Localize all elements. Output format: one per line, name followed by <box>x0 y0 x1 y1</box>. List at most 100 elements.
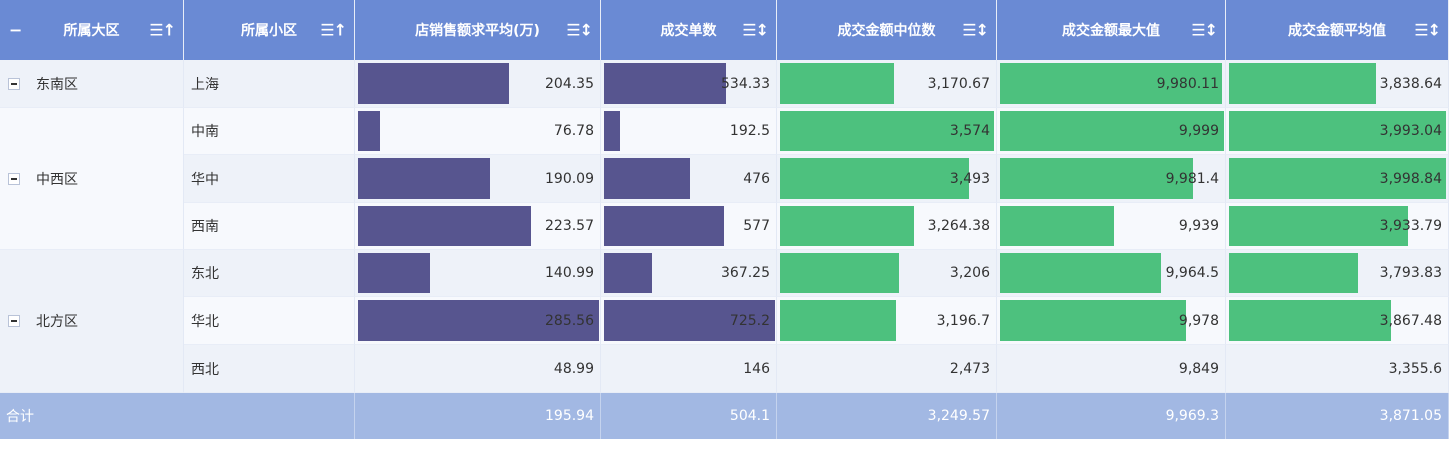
orders-value: 577 <box>743 218 770 234</box>
avg-amount-cell: 3,998.84 <box>1226 155 1449 203</box>
subregion-cell: 华北 <box>184 297 355 345</box>
avg-amount-value: 3,933.79 <box>1379 218 1442 234</box>
subregion-label: 华中 <box>191 171 219 188</box>
max-amount-value: 9,964.5 <box>1165 265 1219 281</box>
avg-sales-cell: 204.35 <box>355 60 601 108</box>
max-amount-cell: 9,964.5 <box>997 250 1226 297</box>
header-median-amount-label: 成交金额中位数 <box>837 23 936 39</box>
subregion-label: 东北 <box>191 266 219 282</box>
header-max-amount-label: 成交金额最大值 <box>1062 23 1160 39</box>
avg-sales-cell: 285.56 <box>355 297 601 345</box>
median-amount-value: 3,264.38 <box>927 218 990 234</box>
subregion-label: 西南 <box>191 219 219 235</box>
header-orders-label: 成交单数 <box>660 23 717 39</box>
max-amount-value: 9,980.11 <box>1156 75 1219 92</box>
collapse-icon[interactable] <box>8 77 20 90</box>
header-avg-amount[interactable]: 成交金额平均值 ☰↕ <box>1226 0 1449 60</box>
subregion-cell: 中南 <box>184 108 355 155</box>
orders-cell: 725.2 <box>601 297 777 345</box>
median-amount-cell: 3,493 <box>777 155 997 203</box>
data-bar <box>604 158 690 199</box>
region-cell-north[interactable]: 北方区 <box>0 250 184 393</box>
max-amount-cell: 9,999 <box>997 108 1226 155</box>
sort-icon[interactable]: ☰↕ <box>962 20 989 40</box>
data-bar <box>780 206 914 246</box>
subregion-label: 华北 <box>191 313 219 330</box>
sort-icon[interactable]: ☰↑ <box>320 20 347 40</box>
avg-amount-value: 3,355.6 <box>1388 360 1442 377</box>
region-cell-southeast[interactable]: 东南区 <box>0 60 184 108</box>
data-bar <box>604 63 726 104</box>
header-max-amount[interactable]: 成交金额最大值 ☰↕ <box>997 0 1226 60</box>
median-amount-cell: 3,574 <box>777 108 997 155</box>
median-amount-cell: 3,206 <box>777 250 997 297</box>
collapse-all-icon[interactable]: − <box>9 20 23 40</box>
header-subregion-label: 所属小区 <box>241 23 297 39</box>
avg-amount-value: 3,993.04 <box>1379 123 1442 139</box>
max-amount-cell: 9,980.11 <box>997 60 1226 108</box>
region-cell-midwest[interactable]: 中西区 <box>0 108 184 250</box>
orders-value: 367.25 <box>721 265 770 281</box>
total-orders-cell: 504.1 <box>601 393 777 439</box>
avg-amount-cell: 3,838.64 <box>1226 60 1449 108</box>
subregion-cell: 上海 <box>184 60 355 108</box>
subregion-cell: 西北 <box>184 345 355 393</box>
avg-amount-cell: 3,933.79 <box>1226 203 1449 250</box>
data-bar <box>1000 158 1193 199</box>
collapse-icon[interactable] <box>8 172 20 185</box>
header-subregion[interactable]: 所属小区 ☰↑ <box>184 0 355 60</box>
total-avg-amount: 3,871.05 <box>1379 408 1442 424</box>
data-bar <box>1000 253 1161 293</box>
data-bar <box>1229 111 1446 151</box>
avg-amount-cell: 3,793.83 <box>1226 250 1449 297</box>
data-bar <box>358 63 509 104</box>
median-amount-cell: 3,196.7 <box>777 297 997 345</box>
avg-sales-value: 190.09 <box>545 170 594 187</box>
sort-icon[interactable]: ☰↑ <box>149 20 176 40</box>
collapse-icon[interactable] <box>8 315 20 327</box>
avg-amount-cell: 3,355.6 <box>1226 345 1449 393</box>
orders-cell: 146 <box>601 345 777 393</box>
data-bar <box>1229 300 1391 341</box>
data-bar <box>780 63 894 104</box>
header-region[interactable]: − 所属大区 ☰↑ <box>0 0 184 60</box>
max-amount-value: 9,849 <box>1178 360 1219 377</box>
subregion-cell: 西南 <box>184 203 355 250</box>
data-bar <box>1229 158 1446 199</box>
subregion-cell: 东北 <box>184 250 355 297</box>
median-amount-cell: 2,473 <box>777 345 997 393</box>
total-avg-amount-cell: 3,871.05 <box>1226 393 1449 439</box>
median-amount-value: 3,493 <box>949 170 990 187</box>
median-amount-value: 2,473 <box>949 360 990 377</box>
avg-sales-cell: 190.09 <box>355 155 601 203</box>
total-label-cell: 合计 <box>0 393 355 439</box>
total-median: 3,249.57 <box>927 408 990 424</box>
orders-cell: 476 <box>601 155 777 203</box>
median-amount-value: 3,196.7 <box>936 312 990 329</box>
max-amount-value: 9,978 <box>1178 312 1219 329</box>
avg-sales-value: 76.78 <box>553 123 594 139</box>
header-avg-sales[interactable]: 店销售额求平均(万) ☰↕ <box>355 0 601 60</box>
max-amount-value: 9,939 <box>1178 218 1219 234</box>
max-amount-cell: 9,849 <box>997 345 1226 393</box>
orders-cell: 534.33 <box>601 60 777 108</box>
total-median-cell: 3,249.57 <box>777 393 997 439</box>
sort-icon[interactable]: ☰↕ <box>1191 20 1218 40</box>
data-bar <box>358 158 490 199</box>
orders-value: 725.2 <box>729 312 770 329</box>
region-label: 北方区 <box>36 314 78 330</box>
total-avg-sales: 195.94 <box>545 408 594 424</box>
header-orders[interactable]: 成交单数 ☰↕ <box>601 0 777 60</box>
header-avg-amount-label: 成交金额平均值 <box>1288 23 1386 39</box>
header-region-label: 所属大区 <box>63 23 120 39</box>
header-median-amount[interactable]: 成交金额中位数 ☰↕ <box>777 0 997 60</box>
subregion-label: 西北 <box>191 361 219 378</box>
sort-icon[interactable]: ☰↕ <box>566 20 593 40</box>
max-amount-cell: 9,981.4 <box>997 155 1226 203</box>
orders-value: 146 <box>743 360 770 377</box>
sort-icon[interactable]: ☰↕ <box>742 20 769 40</box>
sort-icon[interactable]: ☰↕ <box>1414 20 1441 40</box>
avg-amount-value: 3,998.84 <box>1379 170 1442 187</box>
max-amount-cell: 9,978 <box>997 297 1226 345</box>
avg-amount-cell: 3,867.48 <box>1226 297 1449 345</box>
